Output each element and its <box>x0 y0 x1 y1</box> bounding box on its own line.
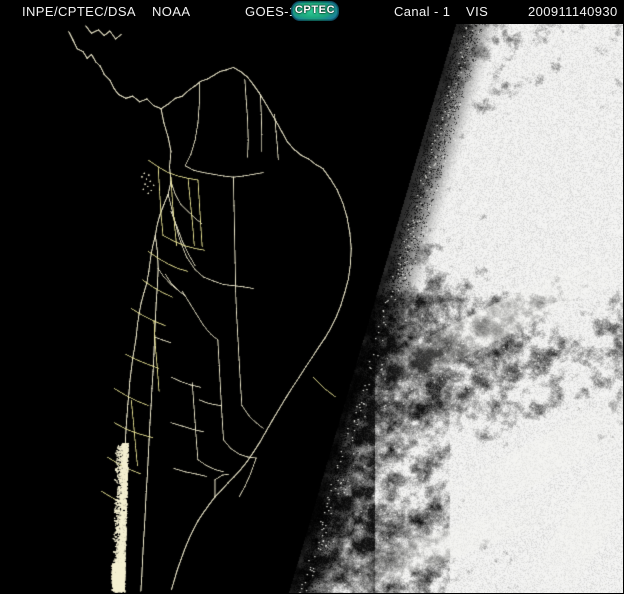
satellite-image-area <box>0 23 624 594</box>
cptec-logo: CPTEC <box>291 1 339 21</box>
institute-label: INPE/CPTEC/DSA <box>22 4 136 19</box>
agency-label: NOAA <box>152 4 191 19</box>
timestamp-label: 200911140930 <box>528 4 618 19</box>
image-header-bar: INPE/CPTEC/DSA NOAA GOES-10 CPTEC Canal … <box>0 0 624 23</box>
channel-type-label: VIS <box>466 4 489 19</box>
channel-label: Canal - 1 <box>394 4 451 19</box>
satellite-image-canvas <box>0 23 624 594</box>
satellite-label: GOES-10 <box>245 4 305 19</box>
cptec-logo-ring <box>293 3 337 19</box>
cptec-logo-text: CPTEC <box>294 4 336 16</box>
